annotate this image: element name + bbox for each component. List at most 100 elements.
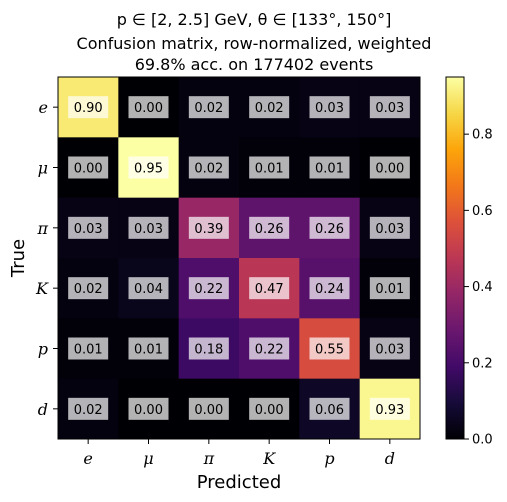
cell-label-r0-c2: 0.02 — [194, 101, 223, 116]
cell-label-box-r5-c5 — [369, 397, 410, 420]
y-tick-label-3: K — [35, 279, 49, 298]
cell-label-r4-c5: 0.03 — [375, 343, 404, 358]
cell-label-r1-c5: 0.00 — [375, 162, 404, 177]
cell-label-box-r4-c4 — [309, 337, 350, 360]
cell-label-r4-c1: 0.01 — [134, 343, 163, 358]
cell-label-box-r2-c2 — [188, 216, 229, 239]
cell-label-box-r3-c4 — [309, 277, 350, 300]
cell-label-box-r4-c1 — [128, 337, 169, 360]
cell-label-box-r1-c1 — [128, 156, 169, 179]
colorbar-tick-label-0: 0.0 — [472, 433, 493, 448]
x-tick-label-0: e — [83, 449, 92, 468]
cell-label-r1-c2: 0.02 — [194, 162, 223, 177]
cell-label-r2-c3: 0.26 — [255, 222, 284, 237]
cell-label-box-r0-c5 — [369, 96, 410, 119]
plot-frame — [57, 76, 421, 440]
x-tick-label-4: p — [324, 449, 334, 468]
cell-label-r5-c1: 0.00 — [134, 403, 163, 418]
x-tick-label-5: d — [385, 449, 395, 468]
cell-label-box-r0-c0 — [68, 96, 109, 119]
cell-label-r0-c0: 0.90 — [74, 101, 103, 116]
cell-label-r3-c4: 0.24 — [315, 282, 344, 297]
cell-label-r1-c3: 0.01 — [255, 162, 284, 177]
cell-label-box-r0-c3 — [249, 96, 290, 119]
y-tick-label-0: e — [39, 98, 48, 117]
cell-label-box-r2-c4 — [309, 216, 350, 239]
cell-label-box-r3-c5 — [369, 277, 410, 300]
cell-label-r3-c1: 0.04 — [134, 282, 163, 297]
cell-label-r2-c1: 0.03 — [134, 222, 163, 237]
heatmap-cells — [58, 77, 421, 440]
cell-label-box-r1-c5 — [369, 156, 410, 179]
cell-label-box-r5-c0 — [68, 397, 109, 420]
cell-label-box-r2-c0 — [68, 216, 109, 239]
cell-label-r4-c3: 0.22 — [255, 343, 284, 358]
cell-label-box-r1-c3 — [249, 156, 290, 179]
cell-label-r5-c0: 0.02 — [74, 403, 103, 418]
colorbar-tick-label-3: 0.6 — [472, 204, 493, 219]
cell-label-box-r3-c0 — [68, 277, 109, 300]
cell-label-box-r4-c0 — [68, 337, 109, 360]
cell-label-r3-c0: 0.02 — [74, 282, 103, 297]
cell-label-r2-c0: 0.03 — [74, 222, 103, 237]
cell-label-box-r2-c1 — [128, 216, 169, 239]
cell-label-box-r4-c3 — [249, 337, 290, 360]
colorbar-tick-label-1: 0.2 — [472, 356, 493, 371]
cell-label-box-r4-c5 — [369, 337, 410, 360]
colorbar-tick-label-4: 0.8 — [472, 128, 493, 143]
heatmap-cell-labels: 0.90 0.00 0.02 0.02 0.03 0.03 0.00 0.95 0.02 0.01… — [68, 96, 410, 420]
cell-label-r5-c3: 0.00 — [255, 403, 284, 418]
cell-label-box-r3-c2 — [188, 277, 229, 300]
colorbar — [445, 76, 465, 440]
cell-label-r2-c5: 0.03 — [375, 222, 404, 237]
colorbar-tick-label-2: 0.4 — [472, 280, 493, 295]
cell-label-box-r2-c3 — [249, 216, 290, 239]
cell-label-box-r5-c3 — [249, 397, 290, 420]
cell-label-box-r0-c4 — [309, 96, 350, 119]
y-tick-label-5: d — [38, 400, 48, 419]
cell-label-r0-c5: 0.03 — [375, 101, 404, 116]
x-tick-label-2: π — [203, 449, 215, 468]
cell-label-box-r0-c2 — [188, 96, 229, 119]
cell-label-r4-c4: 0.55 — [315, 343, 344, 358]
cell-label-r0-c3: 0.02 — [255, 101, 284, 116]
cell-label-box-r5-c4 — [309, 397, 350, 420]
cell-label-r5-c2: 0.00 — [194, 403, 223, 418]
cell-label-box-r0-c1 — [128, 96, 169, 119]
cell-label-r0-c1: 0.00 — [134, 101, 163, 116]
x-tick-label-1: μ — [143, 449, 153, 468]
cell-label-r1-c1: 0.95 — [134, 162, 163, 177]
cell-label-r3-c3: 0.47 — [255, 282, 284, 297]
cell-label-r3-c2: 0.22 — [194, 282, 223, 297]
cell-label-r5-c5: 0.93 — [375, 403, 404, 418]
cell-label-box-r1-c4 — [309, 156, 350, 179]
cell-label-box-r2-c5 — [369, 216, 410, 239]
colorbar-ticks: 0.0 0.2 0.4 0.6 0.8 — [464, 128, 493, 448]
y-axis-label: True — [8, 239, 29, 278]
cell-label-r4-c2: 0.18 — [194, 343, 223, 358]
y-tick-label-4: p — [38, 340, 48, 359]
cell-label-box-r1-c0 — [68, 156, 109, 179]
cell-label-box-r3-c1 — [128, 277, 169, 300]
chart-title-line-3: 69.8% acc. on 177402 events — [135, 55, 374, 74]
x-tick-label-3: K — [262, 449, 276, 468]
cell-label-r1-c4: 0.01 — [315, 162, 344, 177]
cell-label-r2-c4: 0.26 — [315, 222, 344, 237]
chart-title-line-2: Confusion matrix, row-normalized, weight… — [77, 34, 432, 53]
chart-title-line-1: p ∈ [2, 2.5] GeV, θ ∈ [133°, 150°] — [117, 10, 392, 29]
cell-label-box-r3-c3 — [249, 277, 290, 300]
cell-label-r0-c4: 0.03 — [315, 101, 344, 116]
x-axis-label: Predicted — [197, 472, 282, 493]
cell-label-box-r5-c2 — [188, 397, 229, 420]
cell-label-r5-c4: 0.06 — [315, 403, 344, 418]
cell-label-r4-c0: 0.01 — [74, 343, 103, 358]
cell-label-r3-c5: 0.01 — [375, 282, 404, 297]
cell-label-r2-c2: 0.39 — [194, 222, 223, 237]
cell-label-box-r1-c2 — [188, 156, 229, 179]
cell-label-r1-c0: 0.00 — [74, 162, 103, 177]
y-axis-ticks: e μ π Kp d — [35, 98, 58, 419]
y-tick-label-1: μ — [38, 159, 48, 178]
cell-label-box-r4-c2 — [188, 337, 229, 360]
